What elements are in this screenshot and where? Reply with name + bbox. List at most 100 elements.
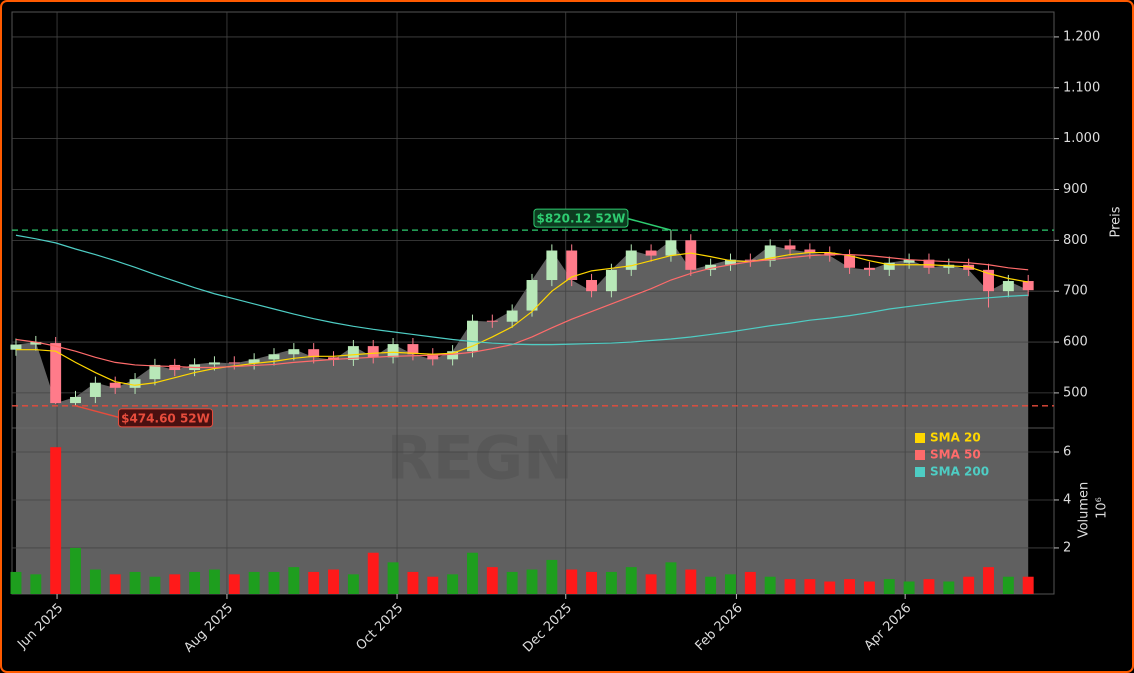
candle-body: [764, 245, 776, 261]
candle-body: [546, 250, 558, 281]
candle-body: [268, 354, 280, 360]
annotation-arrow: [75, 405, 121, 419]
candle-body: [149, 364, 161, 380]
volume-bar: [863, 581, 875, 594]
volume-bar: [506, 571, 518, 594]
volume-bar: [248, 571, 260, 594]
volume-bar: [586, 571, 598, 594]
legend-label: SMA 50: [930, 448, 981, 462]
y-tick-label: 500: [1063, 385, 1088, 400]
volume-bar: [169, 574, 181, 594]
volume-bar: [804, 579, 816, 594]
y-tick-label: 700: [1063, 284, 1088, 299]
y-tick-label: 4: [1063, 492, 1071, 507]
volume-bar: [228, 574, 240, 594]
volume-bar: [89, 569, 101, 594]
volume-bar: [983, 567, 994, 594]
candle-body: [705, 264, 717, 270]
y-tick-label: 800: [1063, 233, 1088, 248]
volume-bar: [189, 571, 201, 594]
candle-body: [169, 364, 181, 371]
volume-bar: [467, 552, 478, 594]
volume-bar: [963, 576, 975, 594]
close-area: [15, 240, 1029, 595]
y-tick-label: 2: [1063, 540, 1071, 555]
candle-body: [1002, 281, 1014, 292]
candle-body: [347, 346, 359, 360]
volume-bar: [447, 574, 459, 594]
candle-body: [903, 259, 915, 263]
volume-bar: [427, 576, 439, 594]
legend-label: SMA 20: [930, 431, 981, 445]
candle-body: [50, 343, 62, 404]
volume-bar: [288, 567, 300, 594]
volume-bar: [705, 576, 717, 594]
candle-body: [308, 349, 320, 358]
candle-body: [30, 342, 42, 345]
volume-bar: [149, 576, 161, 594]
volume-bar: [10, 571, 22, 594]
volume-bar: [883, 579, 895, 594]
legend-swatch: [915, 467, 925, 477]
y-tick-label: 6: [1063, 444, 1071, 459]
candle-body: [863, 267, 875, 270]
candle-body: [605, 269, 617, 292]
volume-bar: [367, 552, 379, 594]
y-axis-label: Volumen: [1077, 482, 1092, 539]
volume-bar: [665, 562, 677, 594]
candle-body: [883, 262, 895, 270]
volume-bar: [903, 581, 915, 594]
candle-body: [506, 310, 518, 322]
volume-bar: [387, 562, 399, 594]
candle-body: [804, 249, 816, 253]
annotation-box: [533, 208, 629, 228]
candle-body: [407, 344, 419, 355]
y-tick-label: 1.100: [1063, 80, 1100, 95]
candle-body: [665, 240, 677, 256]
candle-body: [89, 382, 101, 397]
annotation-arrow: [625, 217, 672, 231]
volume-bar: [566, 569, 578, 594]
candle-body: [645, 250, 657, 256]
volume-bar: [347, 574, 359, 594]
candle-body: [208, 362, 220, 365]
volume-bar: [685, 569, 697, 594]
candle-body: [427, 354, 439, 360]
volume-bar: [645, 574, 657, 594]
sma-line: [15, 234, 1029, 346]
volume-bar: [30, 574, 42, 594]
volume-bar: [109, 574, 121, 594]
sma-line: [15, 253, 1029, 369]
legend-swatch: [915, 450, 925, 460]
volume-bar: [605, 571, 617, 594]
volume-bar: [1022, 576, 1034, 594]
candle-body: [10, 344, 22, 350]
annotation: $474.60 52W: [121, 411, 210, 425]
candle-body: [467, 320, 478, 352]
watermark: REGN: [387, 424, 574, 494]
volume-bar: [208, 569, 220, 594]
volume-bar: [70, 547, 81, 594]
volume-bar: [844, 579, 856, 594]
candle-body: [526, 280, 538, 311]
volume-bar: [328, 569, 339, 594]
candle-body: [586, 280, 598, 292]
y-axis-label: Preis: [1109, 206, 1124, 237]
candle-body: [228, 362, 240, 364]
candle-body: [784, 245, 796, 250]
axis-multiplier: 10⁶: [1095, 497, 1110, 519]
candle-body: [1022, 281, 1034, 291]
y-tick-label: 1.200: [1063, 29, 1100, 44]
volume-bar: [744, 571, 756, 594]
candle-body: [328, 357, 339, 360]
candle-body: [129, 379, 141, 388]
annotation: $820.12 52W: [537, 212, 626, 226]
candle-body: [109, 382, 121, 388]
candle-body: [70, 396, 81, 404]
y-tick-label: 1.000: [1063, 131, 1100, 146]
candle-body: [844, 255, 856, 268]
annotation-box: [118, 408, 214, 428]
candle-body: [486, 320, 498, 322]
